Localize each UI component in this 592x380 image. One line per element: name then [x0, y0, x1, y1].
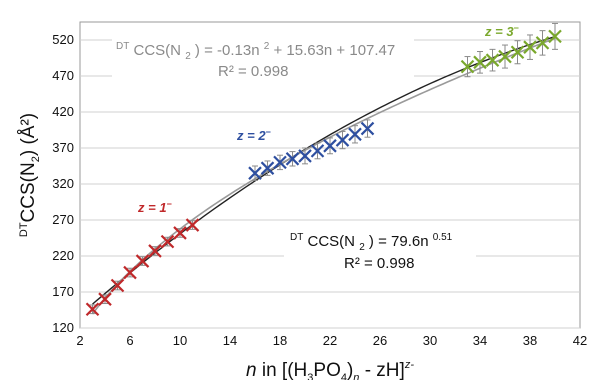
series-2-point	[348, 127, 362, 142]
series-2-point	[260, 161, 275, 175]
series-1-point-stroke	[185, 218, 200, 232]
series-1-point-stroke	[98, 292, 112, 306]
y-tick-label: 220	[52, 248, 74, 263]
x-tick-label: 42	[573, 333, 587, 348]
series-3-point	[460, 59, 475, 74]
series-2-point-stroke	[335, 133, 350, 147]
x-tick-label: 10	[173, 333, 187, 348]
series-2-point	[285, 152, 300, 166]
series-3-point-stroke	[535, 36, 550, 50]
y-tick-label: 170	[52, 284, 74, 299]
poly-fit-r2: R² = 0.998	[218, 63, 288, 80]
x-tick-label: 30	[423, 333, 437, 348]
series-2-point-stroke	[285, 152, 300, 166]
power-fit-r2: R² = 0.998	[344, 255, 414, 272]
x-tick-label: 26	[373, 333, 387, 348]
y-tick-label: 120	[52, 320, 74, 335]
series-1-point-stroke	[148, 244, 162, 258]
series-2-point-stroke	[273, 155, 287, 170]
series-3-point-stroke	[510, 45, 525, 60]
series-2-point	[323, 139, 337, 153]
series-2-point	[298, 149, 312, 163]
poly-fit-annotation: DT CCS(N 2 ) = -0.13n 2 + 15.63n + 107.4…	[112, 36, 414, 82]
y-tick-label: 470	[52, 68, 74, 83]
series-3-point-stroke	[460, 59, 475, 74]
series-3-point	[485, 53, 500, 67]
x-tick-label: 2	[76, 333, 83, 348]
data-points	[85, 29, 562, 317]
series-3-point-stroke	[498, 49, 512, 64]
x-tick-label: 34	[473, 333, 487, 348]
x-tick-label: 6	[126, 333, 133, 348]
series-1-point-stroke	[123, 265, 137, 280]
poly-fit-equation: DT CCS(N 2 ) = -0.13n 2 + 15.63n + 107.4…	[116, 36, 395, 63]
series-label-z3: z = 3−	[484, 23, 520, 39]
y-tick-label: 520	[52, 32, 74, 47]
series-2-point-stroke	[360, 121, 375, 136]
series-2-point-stroke	[348, 127, 362, 142]
series-label-z1: z = 1−	[137, 199, 173, 215]
series-1-point-stroke	[135, 254, 150, 268]
y-tick-label: 270	[52, 212, 74, 227]
series-2-point-stroke	[298, 149, 312, 163]
x-axis-title: n in [(H3PO4)n - zH]z-	[246, 359, 414, 380]
series-1-point-stroke	[110, 278, 125, 293]
series-3-point	[473, 55, 487, 70]
x-tick-label: 38	[523, 333, 537, 348]
power-fit-equation: DT CCS(N 2 ) = 79.6n 0.51	[290, 227, 453, 254]
series-3-point-stroke	[485, 53, 500, 67]
series-1-point-stroke	[160, 234, 175, 249]
x-tick-label: 18	[273, 333, 287, 348]
y-tick-label: 370	[52, 140, 74, 155]
series-2-point	[248, 166, 262, 180]
y-tick-label: 420	[52, 104, 74, 119]
series-3-point	[523, 40, 537, 54]
error-bars	[89, 22, 558, 315]
series-1-point	[148, 244, 162, 258]
series-3-point	[498, 49, 512, 64]
power-fit-annotation: DT CCS(N 2 ) = 79.6n 0.51 R² = 0.998	[284, 227, 476, 275]
series-2-point-stroke	[310, 144, 325, 158]
series-2-point-stroke	[260, 161, 275, 175]
series-1-point	[160, 234, 175, 249]
series-1-point	[185, 218, 200, 232]
series-1-point	[98, 292, 112, 306]
series-3-point-stroke	[548, 29, 562, 44]
series-3-point-stroke	[523, 40, 537, 54]
series-3-point-stroke	[473, 55, 487, 70]
series-3-point	[535, 36, 550, 50]
x-tick-label: 22	[323, 333, 337, 348]
series-1-point	[85, 302, 100, 317]
series-1-point	[135, 254, 150, 268]
series-1-point	[123, 265, 137, 280]
series-label-z2: z = 2−	[236, 127, 272, 143]
series-2-point-stroke	[248, 166, 262, 180]
series-1-point	[173, 226, 187, 240]
series-2-point	[335, 133, 350, 147]
series-3-point	[510, 45, 525, 60]
series-2-point	[310, 144, 325, 158]
series-3-point	[548, 29, 562, 44]
x-tick-label: 14	[223, 333, 237, 348]
series-2-point	[273, 155, 287, 170]
series-1-point-stroke	[173, 226, 187, 240]
series-1-point-stroke	[85, 302, 100, 317]
y-axis-title: DTCCS(N2) (Å²)	[18, 113, 42, 237]
series-2-point-stroke	[323, 139, 337, 153]
series-1-point	[110, 278, 125, 293]
series-2-point	[360, 121, 375, 136]
y-tick-label: 320	[52, 176, 74, 191]
